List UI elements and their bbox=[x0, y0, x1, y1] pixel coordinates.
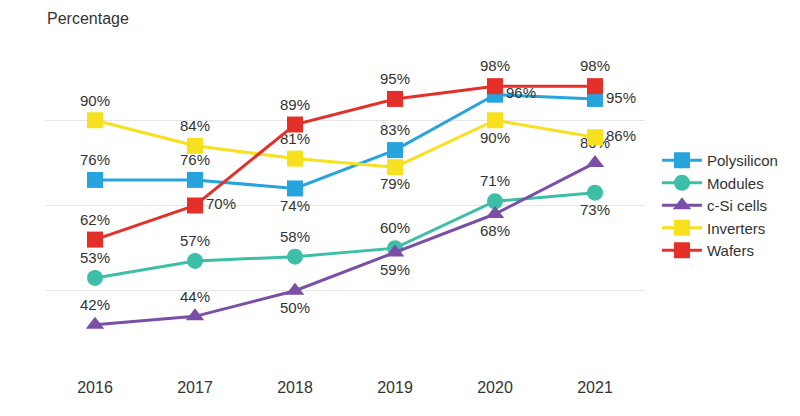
svg-text:76%: 76% bbox=[180, 151, 210, 168]
svg-text:80%: 80% bbox=[580, 134, 610, 151]
svg-text:96%: 96% bbox=[506, 84, 536, 101]
svg-text:70%: 70% bbox=[206, 195, 236, 212]
svg-text:86%: 86% bbox=[606, 127, 636, 144]
svg-text:2018: 2018 bbox=[277, 379, 313, 396]
svg-text:90%: 90% bbox=[480, 129, 510, 146]
svg-text:2021: 2021 bbox=[577, 379, 613, 396]
svg-text:Polysilicon: Polysilicon bbox=[707, 152, 778, 169]
svg-text:79%: 79% bbox=[380, 175, 410, 192]
svg-text:83%: 83% bbox=[380, 121, 410, 138]
svg-text:2019: 2019 bbox=[377, 379, 413, 396]
svg-text:2017: 2017 bbox=[177, 379, 213, 396]
svg-text:44%: 44% bbox=[180, 288, 210, 305]
svg-text:95%: 95% bbox=[606, 89, 636, 106]
svg-text:62%: 62% bbox=[80, 211, 110, 228]
svg-text:2020: 2020 bbox=[477, 379, 513, 396]
svg-text:60%: 60% bbox=[380, 219, 410, 236]
svg-text:50%: 50% bbox=[280, 299, 310, 316]
svg-text:Inverters: Inverters bbox=[707, 220, 765, 237]
svg-text:Wafers: Wafers bbox=[707, 242, 754, 259]
svg-text:Percentage: Percentage bbox=[47, 10, 129, 27]
svg-text:73%: 73% bbox=[580, 201, 610, 218]
svg-text:76%: 76% bbox=[80, 151, 110, 168]
svg-text:89%: 89% bbox=[280, 96, 310, 113]
svg-text:57%: 57% bbox=[180, 232, 210, 249]
svg-text:84%: 84% bbox=[180, 117, 210, 134]
svg-text:81%: 81% bbox=[280, 130, 310, 147]
svg-text:58%: 58% bbox=[280, 228, 310, 245]
svg-text:68%: 68% bbox=[480, 222, 510, 239]
svg-text:90%: 90% bbox=[80, 92, 110, 109]
svg-text:2016: 2016 bbox=[77, 379, 113, 396]
svg-text:98%: 98% bbox=[480, 57, 510, 74]
svg-text:71%: 71% bbox=[480, 172, 510, 189]
svg-text:Modules: Modules bbox=[707, 175, 764, 192]
svg-text:59%: 59% bbox=[380, 261, 410, 278]
svg-text:74%: 74% bbox=[280, 197, 310, 214]
svg-text:53%: 53% bbox=[80, 249, 110, 266]
svg-text:42%: 42% bbox=[80, 296, 110, 313]
svg-text:c-Si cells: c-Si cells bbox=[707, 197, 767, 214]
svg-text:98%: 98% bbox=[580, 57, 610, 74]
svg-text:95%: 95% bbox=[380, 70, 410, 87]
